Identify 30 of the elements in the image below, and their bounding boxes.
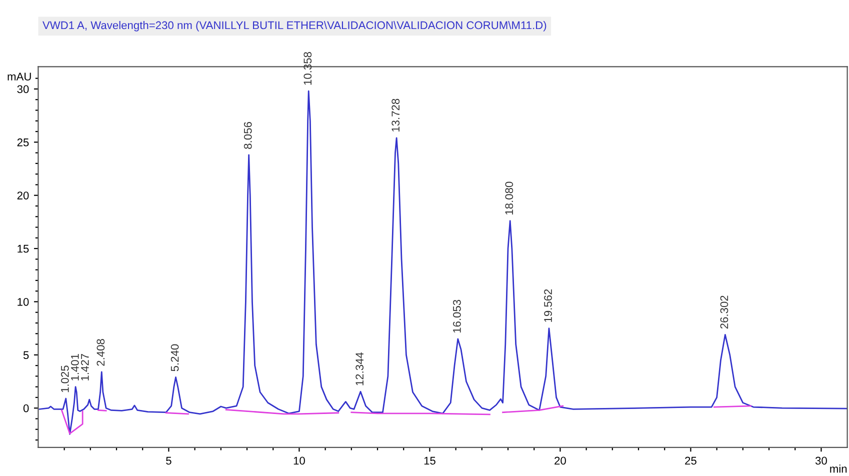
y-tick-label: 0: [23, 404, 29, 412]
annotation: 1.401: [70, 354, 79, 380]
y-axis-title: mAU: [8, 72, 31, 81]
x-tick-label: 5: [166, 456, 172, 465]
annotation: 26.302: [720, 296, 728, 329]
annotation: 16.053: [453, 300, 461, 333]
x-tick-label: 30: [815, 456, 827, 465]
chart-title: VWD1 A, Wavelength=230 nm (VANILLYL BUTIL ETHER\VALIDACION\VALIDACION CORUM\M11.D): [42, 21, 546, 32]
x-tick-label: 20: [554, 456, 566, 465]
annotation: 12.344: [356, 352, 364, 386]
x-tick-label: 15: [424, 456, 436, 465]
y-tick-label: 10: [18, 298, 29, 306]
y-tick-label: 15: [18, 244, 29, 253]
annotation: 1.427: [80, 354, 89, 380]
y-tick-label: 20: [17, 192, 29, 200]
y-tick-label: 30: [17, 85, 29, 94]
annotation: 19.562: [544, 289, 552, 322]
y-tick-label: 5: [23, 351, 29, 360]
x-axis-title: min: [830, 464, 847, 473]
line-series: [38, 90, 848, 435]
annotation: 13.728: [392, 98, 400, 132]
annotation: 1.025: [60, 366, 69, 392]
x-tick-label: 25: [685, 456, 696, 465]
annotation: 8.056: [244, 122, 252, 149]
y-tick-label: 25: [17, 138, 29, 146]
annotation: 2.408: [96, 339, 105, 366]
annotation: 18.080: [505, 182, 514, 214]
x-tick-label: 10: [294, 456, 305, 465]
annotation: 10.358: [304, 52, 312, 85]
annotation: 5.240: [170, 344, 179, 372]
